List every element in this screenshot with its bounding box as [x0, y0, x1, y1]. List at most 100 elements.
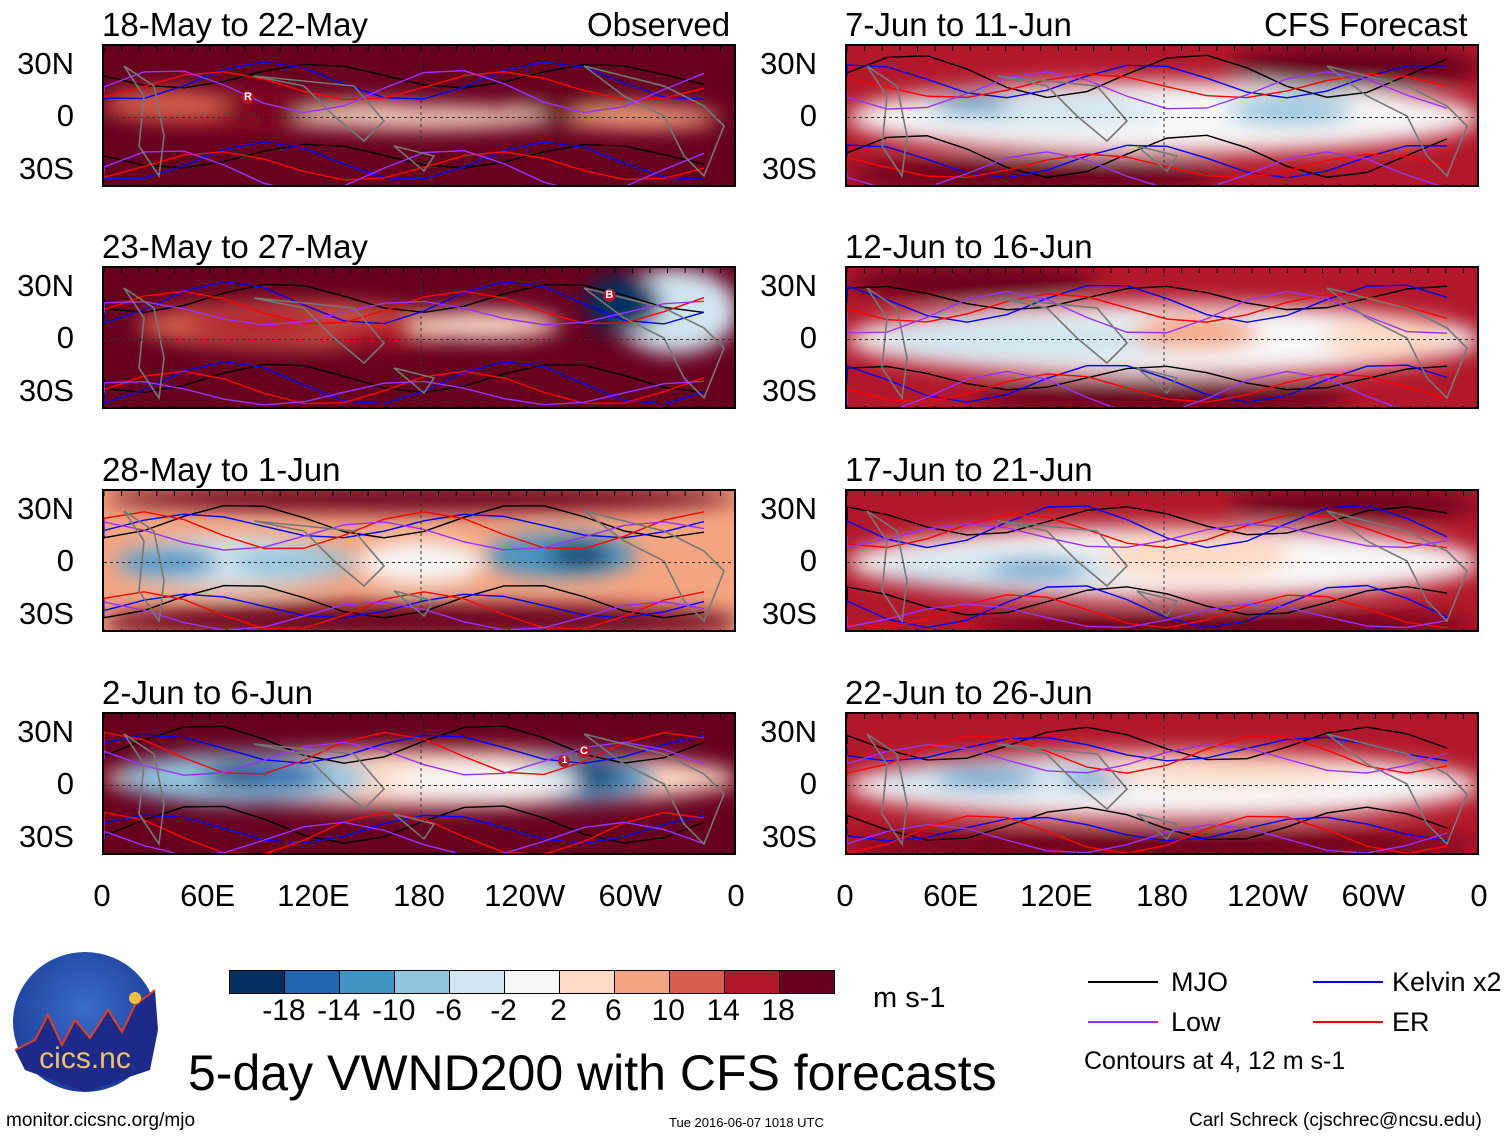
lat-label: 30N: [17, 46, 74, 81]
lat-label: 0: [799, 320, 817, 355]
observed-panel-title: 23-May to 27-May: [102, 228, 368, 265]
colorbar-swatch: [780, 971, 834, 993]
er-contour: [847, 373, 1448, 403]
forecast-panel-title: 7-Jun to 11-Jun: [845, 6, 1072, 43]
wind-anomaly-region: [1100, 529, 1291, 582]
er-contour: [104, 290, 705, 325]
legend-line-low: [1088, 1021, 1158, 1023]
lat-label: 0: [56, 98, 74, 133]
forecast-map-panel: [845, 712, 1479, 855]
footer-author: Carl Schreck (cjschrec@ncsu.edu): [1189, 1110, 1482, 1131]
mjo-contour: [847, 726, 1448, 761]
lon-label: 60E: [180, 878, 236, 913]
colorbar-label: 18: [761, 994, 795, 1027]
legend-kelvin: Kelvin x2: [1392, 967, 1502, 997]
lat-label: 0: [56, 543, 74, 578]
coastline: [866, 287, 1468, 401]
lat-label: 0: [799, 766, 817, 801]
er-contour: [847, 735, 1448, 774]
forecast-map-panel: [845, 44, 1479, 187]
forecast-panel-title: 22-Jun to 26-Jun: [845, 674, 1093, 711]
mjo-contour: [104, 363, 705, 394]
er-contour: [104, 70, 705, 101]
wind-anomaly-region: [1322, 318, 1450, 361]
footer-url[interactable]: monitor.cicsnc.org/mjo: [6, 1110, 196, 1131]
wind-anomaly-region: [357, 541, 485, 584]
colorbar-swatch: [560, 971, 615, 993]
kelvin-contour: [104, 734, 705, 765]
lat-label: 0: [799, 98, 817, 133]
er-contour: [104, 511, 705, 550]
colorbar-swatch: [450, 971, 505, 993]
low-contour: [847, 290, 1448, 334]
kelvin-contour: [104, 814, 705, 845]
lat-label: 30N: [760, 268, 817, 303]
wind-anomaly-region: [935, 769, 1038, 787]
mjo-contour: [104, 283, 705, 314]
lon-label: 0: [93, 878, 111, 913]
forecast-map-panel: [845, 489, 1479, 632]
storm-marker: R: [241, 91, 255, 105]
cics-logo: cics.nc: [13, 952, 158, 1092]
er-contour: [104, 591, 705, 630]
wind-anomaly-region: [389, 765, 580, 800]
storm-marker: C: [577, 744, 591, 758]
wind-anomaly-region: [973, 612, 1477, 630]
legend-low: Low: [1171, 1007, 1221, 1037]
wind-anomaly-region: [1227, 96, 1355, 125]
observed-map-panel: [102, 712, 736, 855]
er-contour: [104, 811, 705, 853]
lat-label: 30S: [18, 819, 74, 854]
er-contour: [847, 153, 1448, 179]
lat-label: 30S: [18, 151, 74, 186]
low-contour: [104, 521, 705, 551]
mjo-contour: [847, 134, 1448, 179]
mjo-contour: [847, 585, 1448, 616]
mjo-contour: [847, 54, 1448, 99]
lon-label: 120W: [1227, 878, 1309, 913]
low-contour: [104, 741, 705, 776]
colorbar-swatch: [340, 971, 395, 993]
kelvin-contour: [104, 360, 705, 405]
er-contour: [847, 293, 1448, 323]
kelvin-contour: [847, 504, 1448, 549]
low-contour: [104, 821, 705, 853]
lat-label: 30S: [18, 596, 74, 631]
low-contour: [104, 69, 705, 114]
low-contour: [847, 603, 1448, 629]
colorbar-swatch: [670, 971, 725, 993]
coastline: [866, 510, 1468, 624]
wind-anomaly-region: [986, 561, 1088, 579]
observed-map-panel: [102, 489, 736, 632]
lon-label: 0: [1470, 878, 1488, 913]
lon-label: 0: [727, 878, 745, 913]
observed-panel-title: 2-Jun to 6-Jun: [102, 674, 313, 711]
colorbar-swatch: [505, 971, 560, 993]
kelvin-contour: [847, 736, 1448, 762]
observed-map-panel: [102, 266, 736, 409]
low-contour: [847, 824, 1448, 853]
mjo-contour: [104, 805, 705, 844]
kelvin-contour: [104, 513, 705, 539]
colorbar-label: -6: [435, 994, 462, 1027]
lon-label: 120W: [484, 878, 566, 913]
colorbar-swatch: [285, 971, 340, 993]
kelvin-contour: [104, 593, 705, 619]
colorbar-label: 10: [651, 994, 685, 1027]
kelvin-contour: [847, 64, 1448, 99]
coastline: [866, 733, 1468, 847]
lon-label: 60W: [1341, 878, 1406, 913]
colorbar-units: m s-1: [873, 982, 946, 1014]
coastline: [123, 65, 725, 179]
low-contour: [104, 601, 705, 630]
colorbar-label: -14: [317, 994, 361, 1027]
colorbar-label: 6: [605, 994, 622, 1027]
wind-anomaly-region: [104, 88, 231, 118]
low-contour: [847, 370, 1397, 407]
colorbar-swatch: [230, 971, 285, 993]
wind-anomaly-region: [104, 491, 734, 513]
coastline: [123, 510, 725, 624]
colorbar-label: 2: [550, 994, 567, 1027]
observed-map-panel: [102, 44, 736, 187]
kelvin-contour: [847, 144, 1448, 179]
